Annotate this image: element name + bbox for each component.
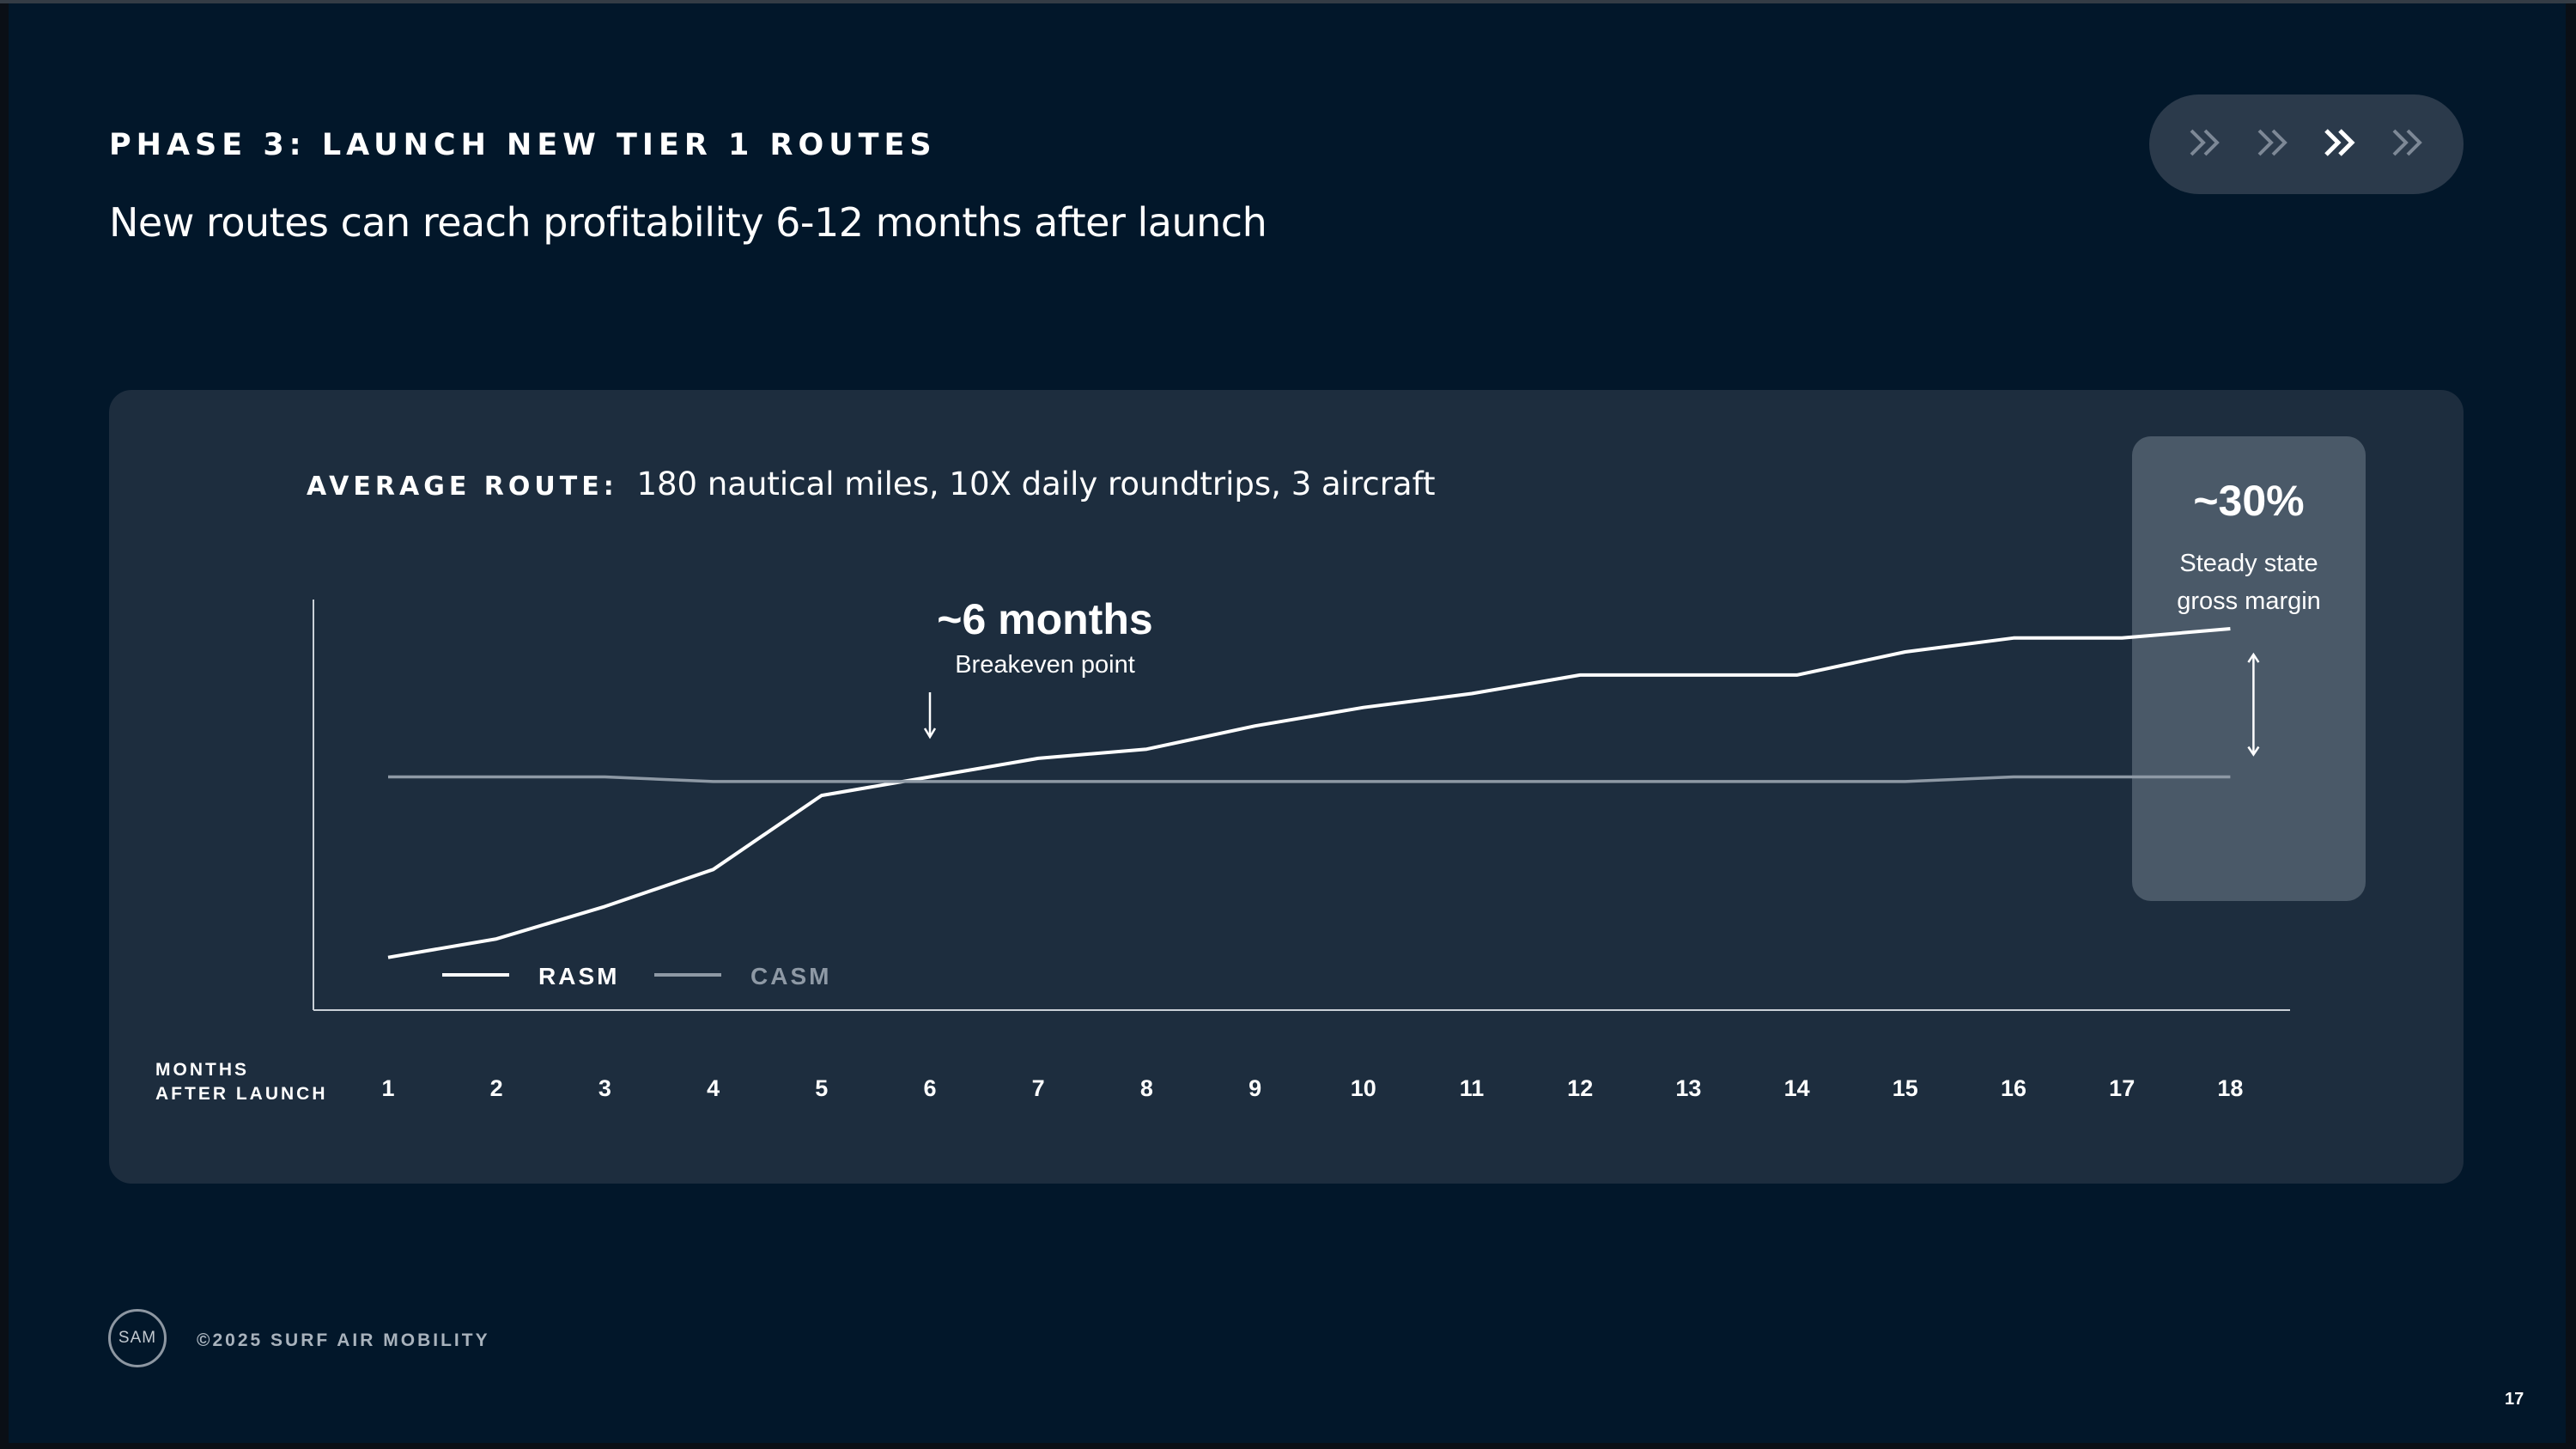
phase-step-4: [2389, 125, 2427, 164]
x-tick-label: 12: [1567, 1075, 1593, 1101]
margin-arrow-head-down: [2247, 746, 2260, 757]
x-tick-label: 18: [2217, 1075, 2243, 1101]
sam-logo: SAM: [108, 1309, 167, 1367]
x-axis-header-line1: MONTHS: [155, 1060, 249, 1080]
series-line-rasm: [387, 627, 2231, 959]
x-tick-label: 14: [1784, 1075, 1810, 1101]
legend-label-rasm: RASM: [538, 963, 619, 989]
page-title: PHASE 3: LAUNCH NEW TIER 1 ROUTES: [109, 128, 937, 162]
gross-margin-value: ~30%: [2193, 477, 2305, 525]
gross-margin-label: Steady state gross margin: [2132, 545, 2366, 620]
x-axis-header-line2: AFTER LAUNCH: [155, 1084, 328, 1104]
phase-indicator: [2149, 94, 2464, 194]
route-description: AVERAGE ROUTE: 180 nautical miles, 10X d…: [307, 466, 1435, 502]
phase-step-1: [2186, 125, 2224, 164]
x-tick-label: 8: [1140, 1075, 1153, 1101]
x-tick-label: 9: [1249, 1075, 1261, 1101]
chart-panel: AVERAGE ROUTE: 180 nautical miles, 10X d…: [109, 390, 2464, 1184]
gross-margin-label-line1: Steady state: [2179, 550, 2318, 577]
x-tick-label: 3: [598, 1075, 611, 1101]
x-tick-label: 16: [2001, 1075, 2026, 1101]
slide: PHASE 3: LAUNCH NEW TIER 1 ROUTES New ro…: [9, 3, 2566, 1443]
x-tick-label: 6: [923, 1075, 936, 1101]
top-edge: [0, 0, 2576, 3]
series-line-casm: [388, 775, 2231, 783]
x-tick-label: 10: [1351, 1075, 1376, 1101]
route-label: AVERAGE ROUTE:: [307, 472, 618, 502]
x-tick-label: 1: [381, 1075, 394, 1101]
breakeven-title: ~6 months: [937, 595, 1153, 643]
double-chevron-right-icon: [2190, 129, 2221, 155]
x-tick-label: 11: [1460, 1075, 1485, 1101]
x-tick-label: 2: [490, 1075, 503, 1101]
x-tick-label: 15: [1893, 1075, 1918, 1101]
x-tick-label: 5: [815, 1075, 828, 1101]
x-axis-header: MONTHS AFTER LAUNCH: [155, 1058, 327, 1106]
page-subtitle: New routes can reach profitability 6-12 …: [109, 199, 1267, 246]
margin-arrow-head-up: [2247, 652, 2260, 663]
breakeven-arrow-head: [923, 728, 937, 740]
double-chevron-right-icon: [2257, 129, 2287, 155]
legend-label-casm: CASM: [750, 963, 831, 989]
phase-step-2: [2254, 125, 2292, 164]
breakeven-subtitle: Breakeven point: [955, 651, 1135, 679]
x-tick-label: 17: [2109, 1075, 2135, 1101]
double-chevron-right-icon: [2324, 128, 2355, 156]
double-chevron-right-icon: [2392, 129, 2422, 155]
copyright: ©2025 SURF AIR MOBILITY: [197, 1330, 490, 1350]
x-tick-label: 7: [1032, 1075, 1045, 1101]
page-number: 17: [2505, 1390, 2524, 1409]
phase-step-3-active: [2321, 125, 2359, 164]
x-tick-label: 4: [707, 1075, 720, 1101]
steady-state-highlight: ~30% Steady state gross margin: [2132, 436, 2366, 901]
x-tick-label: 13: [1675, 1075, 1701, 1101]
gross-margin-label-line2: gross margin: [2177, 588, 2321, 615]
route-text: 180 nautical miles, 10X daily roundtrips…: [636, 466, 1436, 502]
